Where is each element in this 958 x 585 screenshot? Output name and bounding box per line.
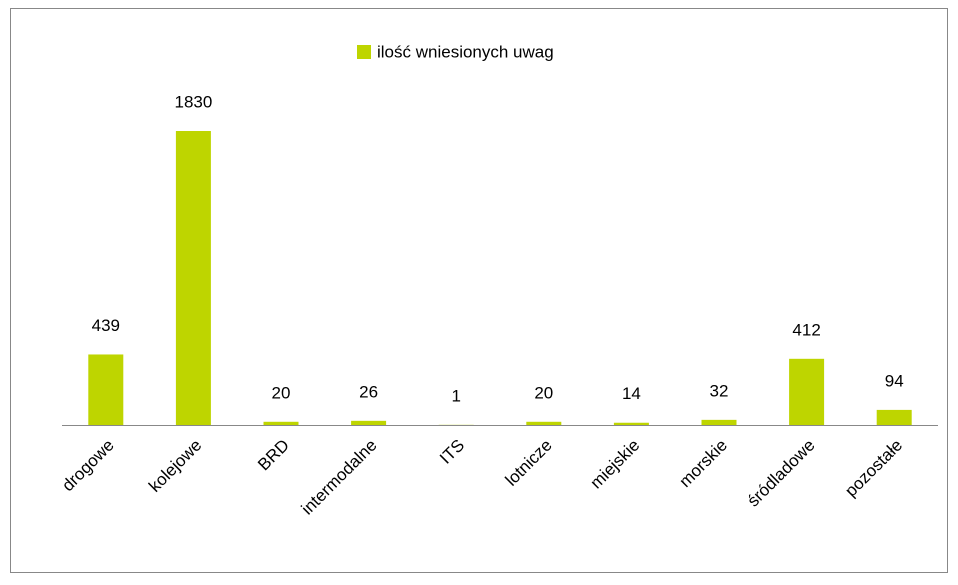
data-label: 32 [710, 381, 729, 400]
data-label: 26 [359, 382, 378, 401]
bar [176, 131, 211, 425]
data-label: 412 [792, 320, 820, 339]
data-label: 20 [272, 383, 291, 402]
data-label: 94 [885, 371, 904, 390]
legend-label: ilość wniesionych uwag [377, 42, 554, 61]
data-label: 1 [451, 386, 460, 405]
bar [264, 422, 299, 425]
bar [88, 354, 123, 425]
bar [526, 422, 561, 425]
data-label: 1830 [174, 92, 212, 111]
bar [614, 423, 649, 425]
bar [877, 410, 912, 425]
data-label: 439 [92, 316, 120, 335]
legend-swatch [357, 45, 371, 59]
bar [351, 421, 386, 425]
bar [789, 359, 824, 425]
data-label: 20 [534, 383, 553, 402]
bar [702, 420, 737, 425]
data-label: 14 [622, 384, 641, 403]
